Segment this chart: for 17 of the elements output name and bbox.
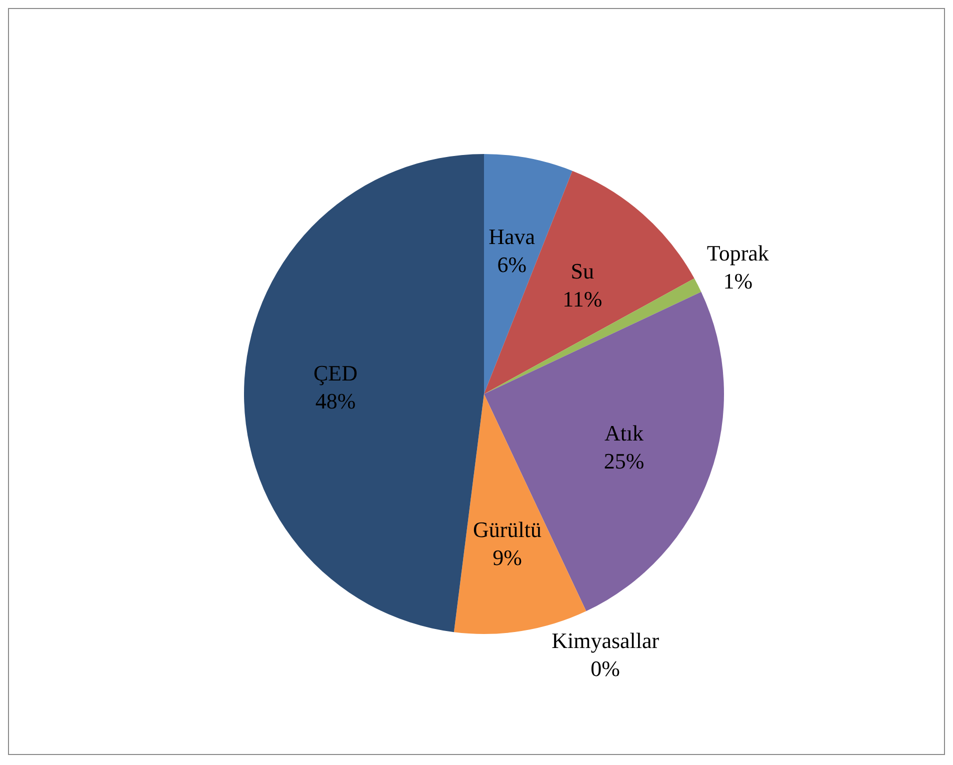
data-label: 1%	[723, 268, 753, 294]
pie-slice	[484, 278, 702, 394]
data-label: 11%	[562, 286, 602, 312]
data-label: 25%	[604, 448, 644, 474]
text: 0%	[590, 656, 620, 681]
pie-slice	[454, 394, 586, 634]
data-label: 48%	[315, 388, 356, 414]
slice-label: Atık	[604, 420, 644, 446]
pie-slice	[484, 170, 694, 394]
slice-label: ÇED	[313, 360, 358, 386]
slice-label: Hava	[488, 224, 536, 249]
slice-label: Gürültü	[473, 516, 542, 542]
slice-label: Su	[570, 258, 594, 284]
data-label: 6%	[497, 252, 527, 277]
data-label: 9%	[492, 544, 522, 570]
slice-label: Toprak	[706, 240, 769, 266]
category-label: Kimyasallar	[552, 628, 660, 653]
